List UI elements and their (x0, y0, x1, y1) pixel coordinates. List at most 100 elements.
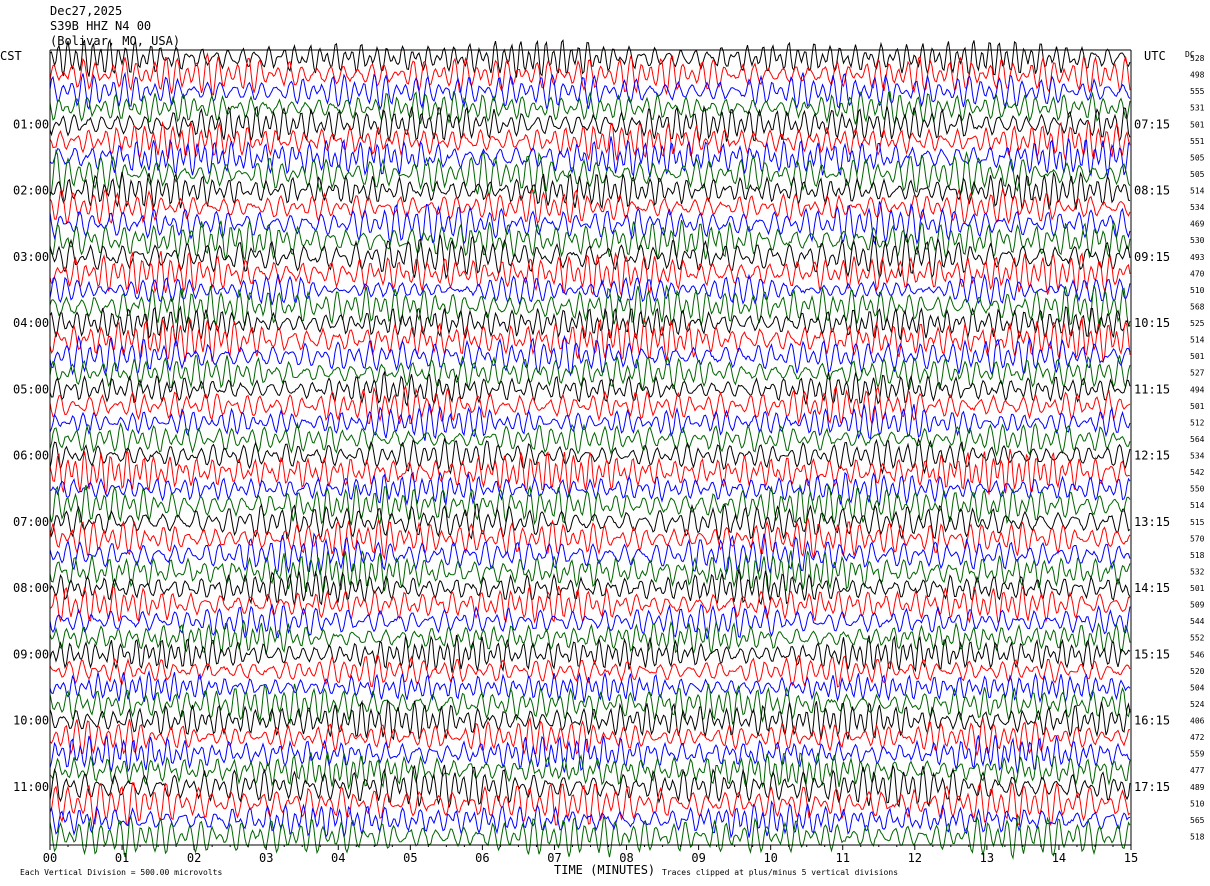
dc-offset-label: 510 (1190, 799, 1205, 808)
seismic-trace (49, 421, 1131, 457)
right-timezone-label: UTC (1144, 49, 1166, 63)
left-hour-label: 01:00 (13, 117, 49, 131)
clip-note: Traces clipped at plus/minus 5 vertical … (662, 868, 898, 877)
dc-offset-label: 531 (1190, 104, 1205, 113)
dc-offset-label: 504 (1190, 683, 1205, 692)
seismic-trace (49, 634, 1131, 673)
station-code: S39B HHZ N4 00 (50, 19, 152, 33)
right-hour-label: 13:15 (1134, 515, 1170, 529)
seismic-trace (49, 403, 1131, 441)
left-hour-label: 08:00 (13, 581, 49, 595)
dc-offset-label: 509 (1190, 601, 1205, 610)
x-tick-label: 12 (908, 851, 922, 865)
seismic-trace (49, 233, 1131, 280)
seismic-trace (49, 355, 1131, 391)
x-tick-label: 11 (836, 851, 850, 865)
dc-offset-label: 489 (1190, 783, 1205, 792)
seismic-trace (49, 171, 1131, 211)
seismic-trace (49, 250, 1131, 298)
dc-offset-label: 534 (1190, 203, 1205, 212)
dc-offset-label: 505 (1190, 170, 1205, 179)
left-hour-label: 02:00 (13, 184, 49, 198)
seismic-trace (49, 654, 1131, 688)
dc-offset-label: 564 (1190, 435, 1205, 444)
dc-offset-label: 559 (1190, 750, 1205, 759)
dc-offset-label: 512 (1190, 418, 1205, 427)
dc-offset-label: 406 (1190, 717, 1205, 726)
dc-offset-label: 493 (1190, 253, 1205, 262)
x-tick-label: 02 (187, 851, 201, 865)
right-hour-label: 11:15 (1134, 382, 1170, 396)
right-hour-label: 15:15 (1134, 647, 1170, 661)
dc-offset-label: 542 (1190, 468, 1205, 477)
seismic-trace (49, 334, 1131, 377)
x-tick-label: 09 (691, 851, 705, 865)
seismic-trace (49, 569, 1131, 606)
seismic-trace (49, 751, 1131, 790)
dc-offset-label-group: 528 498 555 531 501 551 505 505 514 534 469 530 493 4… (1190, 54, 1205, 841)
right-hour-label: 14:15 (1134, 581, 1170, 595)
right-hour-label: 10:15 (1134, 316, 1170, 330)
seismic-trace (49, 38, 1131, 78)
dc-offset-label: 544 (1190, 617, 1205, 626)
seismic-trace (49, 517, 1131, 561)
seismic-trace (49, 532, 1131, 576)
dc-offset-label: 552 (1190, 634, 1205, 643)
right-hour-label: 08:15 (1134, 184, 1170, 198)
seismic-trace (49, 284, 1131, 328)
dc-offset-label: 524 (1190, 700, 1205, 709)
dc-offset-label: 546 (1190, 650, 1205, 659)
seismic-trace (49, 620, 1131, 655)
seismic-trace (49, 471, 1131, 507)
seismic-trace (49, 699, 1131, 741)
dc-offset-label: 518 (1190, 832, 1205, 841)
dc-offset-label: 570 (1190, 534, 1205, 543)
dc-offset-label: 498 (1190, 71, 1205, 80)
dc-offset-label: 501 (1190, 402, 1205, 411)
dc-offset-label: 550 (1190, 485, 1205, 494)
seismic-trace (49, 550, 1131, 594)
seismic-trace (49, 448, 1131, 495)
dc-offset-label: 477 (1190, 766, 1205, 775)
dc-offset-label: 525 (1190, 319, 1205, 328)
x-axis-title: TIME (MINUTES) (554, 863, 655, 877)
x-tick-group: 00 01 02 03 04 05 06 07 08 09 10 11 12 13 14 15 (43, 845, 1138, 865)
dc-offset-label: 568 (1190, 302, 1205, 311)
left-hour-label: 11:00 (13, 780, 49, 794)
trace-group (49, 38, 1131, 860)
seismic-trace (49, 273, 1131, 306)
x-tick-label: 05 (403, 851, 417, 865)
left-time-label-group: 01:00 02:00 03:00 04:00 05:00 06:00 07:00 08:00… (13, 117, 49, 794)
dc-offset-label: 501 (1190, 352, 1205, 361)
seismic-trace (49, 683, 1131, 726)
seismic-trace (49, 148, 1131, 197)
seismic-trace (49, 136, 1131, 178)
dc-offset-label: 530 (1190, 236, 1205, 245)
dc-offset-label: 514 (1190, 336, 1205, 345)
right-hour-label: 16:15 (1134, 714, 1170, 728)
dc-offset-label: 551 (1190, 137, 1205, 146)
dc-column-label: DC (1185, 50, 1195, 59)
x-tick-label: 07 (547, 851, 561, 865)
dc-offset-label: 527 (1190, 369, 1205, 378)
x-tick-label: 15 (1124, 851, 1138, 865)
x-tick-label: 10 (763, 851, 777, 865)
dc-offset-label: 532 (1190, 567, 1205, 576)
x-tick-label: 00 (43, 851, 57, 865)
left-hour-label: 03:00 (13, 250, 49, 264)
seismic-trace (49, 813, 1131, 860)
x-tick-label: 01 (115, 851, 129, 865)
dc-offset-label: 501 (1190, 584, 1205, 593)
x-tick-label: 14 (1052, 851, 1066, 865)
seismic-trace (49, 71, 1131, 111)
x-tick-label: 03 (259, 851, 273, 865)
dc-offset-label: 501 (1190, 120, 1205, 129)
right-hour-label: 17:15 (1134, 780, 1170, 794)
x-tick-label: 08 (619, 851, 633, 865)
dc-offset-label: 505 (1190, 153, 1205, 162)
seismic-trace (49, 781, 1131, 826)
seismic-trace (49, 670, 1131, 704)
dc-offset-label: 565 (1190, 816, 1205, 825)
dc-offset-label: 514 (1190, 501, 1205, 510)
